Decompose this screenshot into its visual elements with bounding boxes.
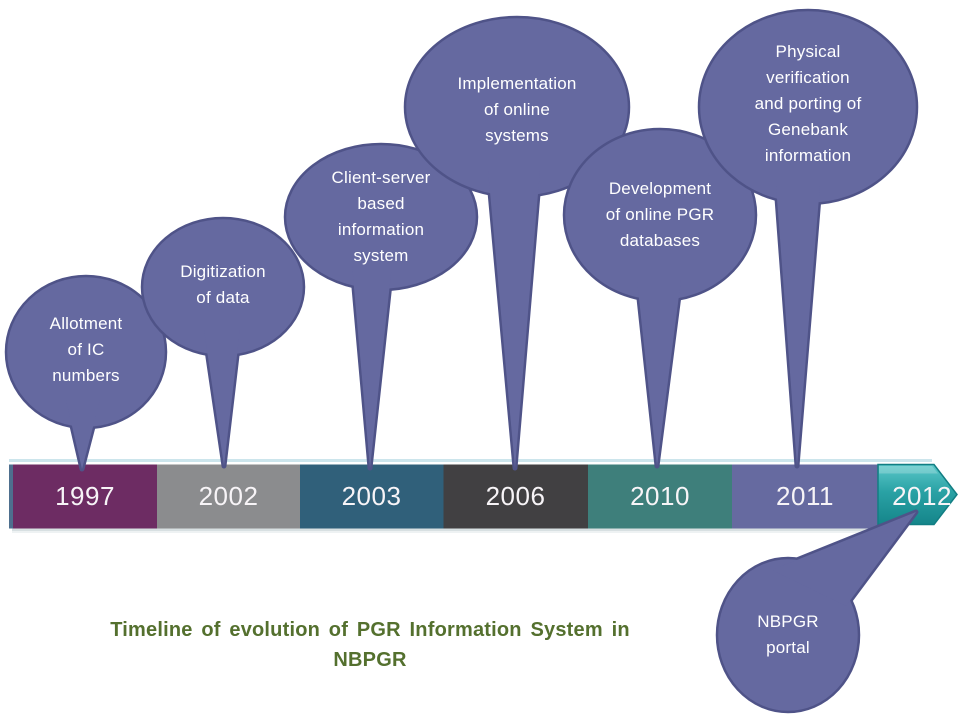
callout-1997 <box>4 274 168 472</box>
year-label-2006: 2006 <box>485 481 546 511</box>
year-label-2011: 2011 <box>776 481 834 511</box>
year-label-2002: 2002 <box>198 481 259 511</box>
callout-label-2010: Development of online PGR databases <box>605 179 715 250</box>
arrow-highlight <box>879 466 938 474</box>
year-label-2003: 2003 <box>341 481 402 511</box>
callout-label-2003: Client-server based information system <box>331 168 431 265</box>
callout-2003 <box>283 142 479 471</box>
callout-2006 <box>403 15 631 471</box>
callout-tail-fill <box>352 265 392 468</box>
segment-2011 <box>732 464 878 529</box>
segment-2002 <box>157 464 300 529</box>
callout-label-2012: NBPGR portal <box>757 612 819 657</box>
callout-2011 <box>697 8 919 469</box>
diagram-caption: Timeline of evolution of PGR Information… <box>110 619 630 671</box>
segment-2012-arrow <box>877 463 958 526</box>
segment-2006 <box>443 464 588 529</box>
callout-bubble <box>715 556 861 714</box>
segment-2010 <box>588 464 732 529</box>
callout-tail-fill <box>488 170 540 468</box>
segment-1997 <box>13 464 157 529</box>
year-label-2012: 2012 <box>892 481 952 511</box>
callout-tail-fill <box>637 280 681 466</box>
callout-2010 <box>562 127 758 469</box>
segment-2003 <box>300 464 444 529</box>
callout-2012 <box>715 509 919 714</box>
callout-tail-fill <box>776 185 820 466</box>
callout-label-1997: Allotment of IC numbers <box>49 314 123 385</box>
callout-tail-fill <box>772 512 916 606</box>
bar-shadow-soft <box>12 531 880 533</box>
callout-tail-fill <box>66 400 100 469</box>
callout-label-2002: Digitization of data <box>180 262 266 307</box>
callout-label-2006: Implementation of online systems <box>457 74 577 145</box>
bar-left-edge <box>9 464 13 529</box>
year-label-1997: 1997 <box>55 481 115 511</box>
callout-tail-fill <box>204 330 240 466</box>
callout-2002 <box>140 216 306 469</box>
bar-top-edge <box>9 459 932 462</box>
bar-shadow <box>12 528 880 531</box>
year-label-2010: 2010 <box>630 481 690 511</box>
callout-label-2011: Physical verification and porting of Gen… <box>754 42 862 165</box>
